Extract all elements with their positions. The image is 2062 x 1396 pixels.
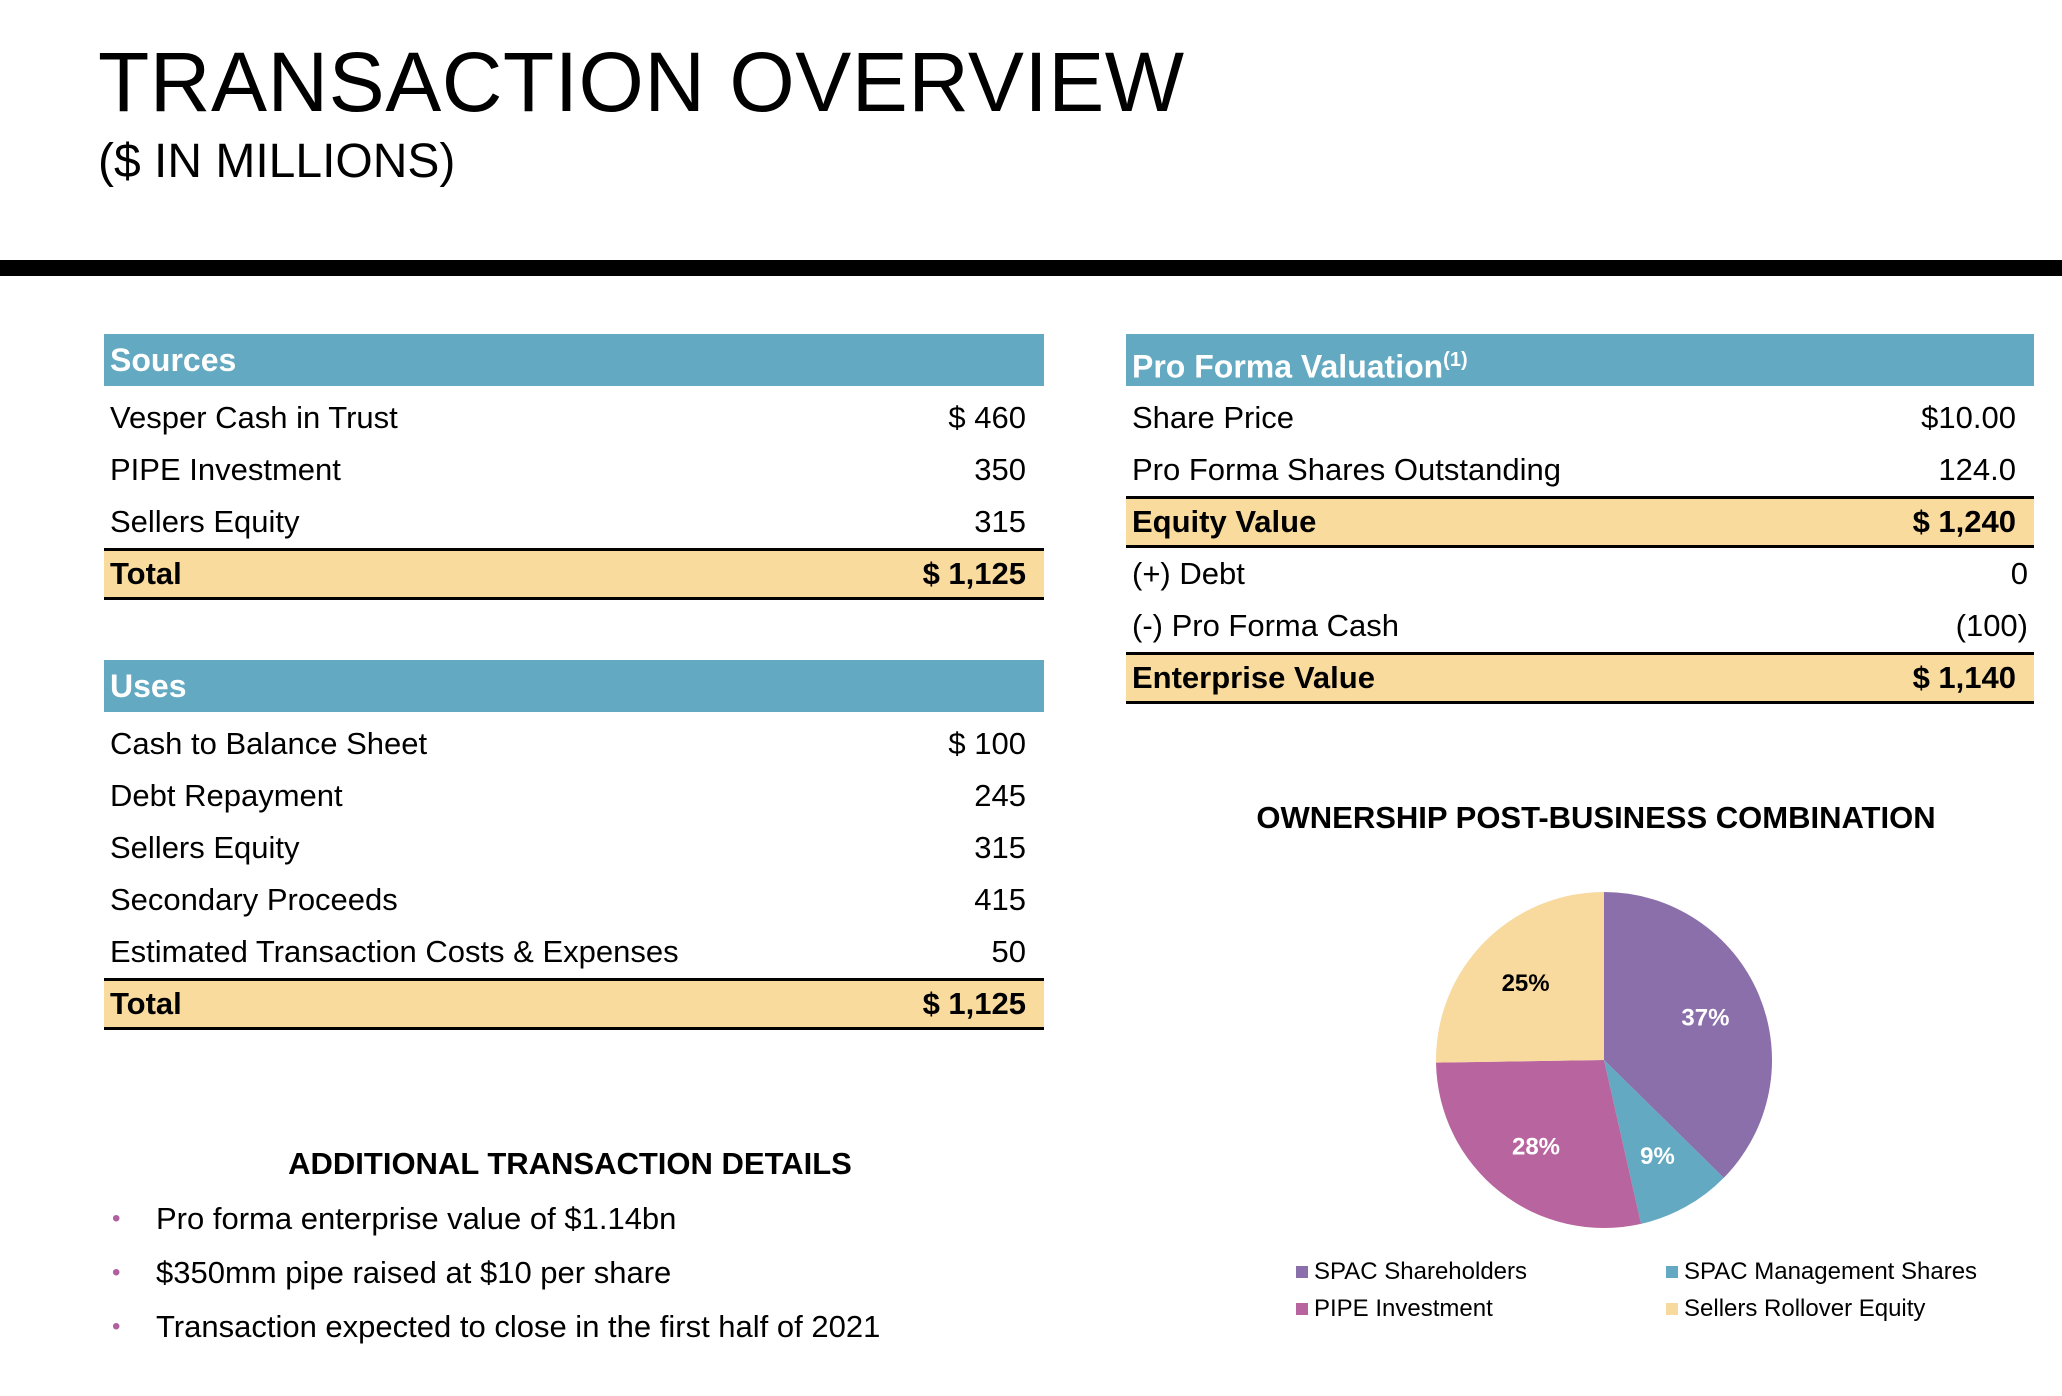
row-label: Secondary Proceeds — [110, 882, 398, 917]
total-label: Total — [110, 556, 182, 591]
uses-row: Sellers Equity 315 — [104, 822, 1044, 874]
pie-slice-2 — [1436, 1060, 1642, 1228]
pie-data-label: 25% — [1502, 970, 1550, 997]
row-value: $10.00 — [1921, 400, 2016, 435]
bullet-icon: • — [112, 1205, 121, 1232]
row-label: Estimated Transaction Costs & Expenses — [110, 934, 679, 969]
row-label: Debt Repayment — [110, 778, 343, 813]
bullet-icon: • — [112, 1259, 121, 1286]
header-divider — [0, 260, 2062, 276]
row-value: $ 460 — [948, 400, 1026, 435]
uses-table: Uses Cash to Balance Sheet $ 100 Debt Re… — [104, 660, 1044, 1030]
sources-total-row: Total $ 1,125 — [104, 548, 1044, 600]
sources-row: Sellers Equity 315 — [104, 496, 1044, 548]
row-label: Pro Forma Shares Outstanding — [1132, 452, 1562, 487]
legend-label: Sellers Rollover Equity — [1684, 1295, 1926, 1322]
row-value: 315 — [974, 504, 1026, 539]
uses-row: Cash to Balance Sheet $ 100 — [104, 718, 1044, 770]
uses-row: Secondary Proceeds 415 — [104, 874, 1044, 926]
legend-swatch — [1296, 1303, 1308, 1315]
legend-item: PIPE Investment — [1296, 1295, 1493, 1323]
footnote-marker: (1) — [1443, 349, 1468, 371]
uses-row: Estimated Transaction Costs & Expenses 5… — [104, 926, 1044, 978]
row-value: 350 — [974, 452, 1026, 487]
row-label: Enterprise Value — [1132, 660, 1375, 695]
legend-label: SPAC Management Shares — [1684, 1258, 1978, 1285]
list-item: • $350mm pipe raised at $10 per share — [112, 1246, 880, 1300]
ownership-pie-chart: 37% 9% 28% 25% — [1436, 892, 1772, 1228]
legend-label: SPAC Shareholders — [1314, 1258, 1527, 1285]
sources-table: Sources Vesper Cash in Trust $ 460 PIPE … — [104, 334, 1044, 600]
list-item-text: Transaction expected to close in the fir… — [156, 1309, 881, 1344]
list-item-text: Pro forma enterprise value of $1.14bn — [156, 1201, 677, 1236]
valuation-header-label: Pro Forma Valuation — [1132, 348, 1444, 385]
valuation-row: Share Price $10.00 — [1126, 392, 2034, 444]
valuation-table: Pro Forma Valuation(1) Share Price $10.0… — [1126, 334, 2034, 704]
valuation-row: (+) Debt 0 — [1126, 548, 2034, 600]
valuation-row: (-) Pro Forma Cash (100) — [1126, 600, 2034, 652]
pie-data-label: 9% — [1640, 1143, 1675, 1170]
pie-data-label: 37% — [1681, 1005, 1729, 1032]
row-value: 315 — [974, 830, 1026, 865]
row-label: Equity Value — [1132, 504, 1317, 539]
row-label: Sellers Equity — [110, 830, 300, 865]
list-item: • Transaction expected to close in the f… — [112, 1300, 880, 1354]
row-value: 0 — [2010, 556, 2028, 591]
valuation-header: Pro Forma Valuation(1) — [1126, 334, 2034, 386]
bullet-icon: • — [112, 1313, 121, 1340]
total-label: Total — [110, 986, 182, 1021]
total-value: $ 1,125 — [922, 556, 1026, 591]
uses-total-row: Total $ 1,125 — [104, 978, 1044, 1030]
row-label: Vesper Cash in Trust — [110, 400, 398, 435]
legend-swatch — [1296, 1266, 1308, 1278]
pie-slice-3 — [1436, 892, 1604, 1063]
sources-row: PIPE Investment 350 — [104, 444, 1044, 496]
page-subtitle: ($ IN MILLIONS) — [98, 135, 456, 188]
pie-slice-1 — [1604, 1060, 1724, 1224]
equity-value-row: Equity Value $ 1,240 — [1126, 496, 2034, 548]
row-label: PIPE Investment — [110, 452, 341, 487]
row-label: Cash to Balance Sheet — [110, 726, 428, 761]
row-value: $ 1,240 — [1912, 504, 2016, 539]
legend-item: Sellers Rollover Equity — [1666, 1295, 1925, 1323]
valuation-row: Pro Forma Shares Outstanding 124.0 — [1126, 444, 2034, 496]
page-title: TRANSACTION OVERVIEW — [98, 35, 1185, 129]
uses-row: Debt Repayment 245 — [104, 770, 1044, 822]
list-item-text: $350mm pipe raised at $10 per share — [156, 1255, 672, 1290]
legend-label: PIPE Investment — [1314, 1295, 1493, 1322]
enterprise-value-row: Enterprise Value $ 1,140 — [1126, 652, 2034, 704]
pie-slice-0 — [1604, 892, 1772, 1178]
row-value: 245 — [974, 778, 1026, 813]
row-value: 50 — [991, 934, 1026, 969]
total-value: $ 1,125 — [922, 986, 1026, 1021]
legend-swatch — [1666, 1266, 1678, 1278]
row-value: 124.0 — [1938, 452, 2016, 487]
details-title: ADDITIONAL TRANSACTION DETAILS — [288, 1146, 852, 1181]
row-label: Sellers Equity — [110, 504, 300, 539]
row-label: Share Price — [1132, 400, 1294, 435]
details-list: • Pro forma enterprise value of $1.14bn … — [112, 1192, 880, 1354]
row-value: $ 1,140 — [1912, 660, 2016, 695]
sources-header: Sources — [104, 334, 1044, 386]
row-value: $ 100 — [948, 726, 1026, 761]
row-label: (+) Debt — [1132, 556, 1245, 591]
chart-title: OWNERSHIP POST-BUSINESS COMBINATION — [1256, 800, 1936, 835]
legend-swatch — [1666, 1303, 1678, 1315]
legend-item: SPAC Shareholders — [1296, 1258, 1527, 1286]
pie-data-label: 28% — [1512, 1133, 1560, 1160]
list-item: • Pro forma enterprise value of $1.14bn — [112, 1192, 880, 1246]
legend-item: SPAC Management Shares — [1666, 1258, 1977, 1286]
uses-header: Uses — [104, 660, 1044, 712]
sources-row: Vesper Cash in Trust $ 460 — [104, 392, 1044, 444]
row-value: (100) — [1955, 608, 2028, 643]
row-label: (-) Pro Forma Cash — [1132, 608, 1399, 643]
row-value: 415 — [974, 882, 1026, 917]
